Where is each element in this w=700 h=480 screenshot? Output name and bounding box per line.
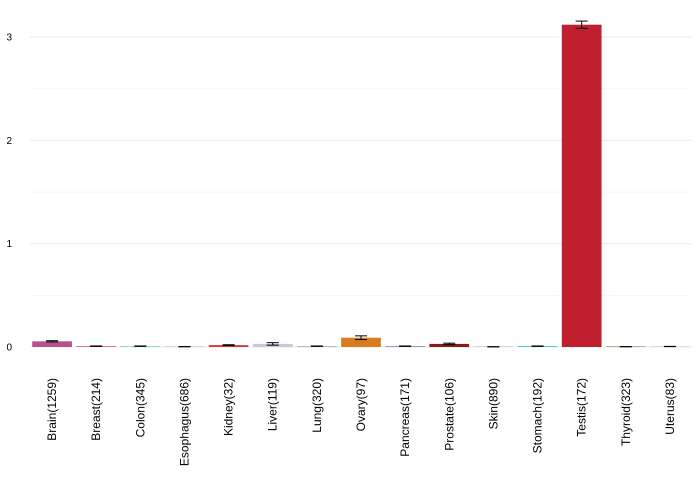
bars [32, 24, 690, 347]
x-tick-label: Esophagus(686) [177, 378, 191, 466]
error-bar [266, 342, 279, 346]
x-tick-label: Breast(214) [89, 378, 103, 441]
bar [561, 24, 602, 347]
bar [32, 341, 72, 347]
x-tick-label: Colon(345) [133, 378, 147, 437]
x-tick-label: Pancreas(171) [398, 378, 412, 457]
x-tick-label: Brain(1259) [45, 378, 59, 441]
x-tick-label: Kidney(32) [222, 378, 236, 436]
error-bar [355, 335, 367, 341]
error-bar [222, 344, 235, 347]
bar [429, 343, 470, 347]
y-tick-label: 1 [6, 239, 12, 250]
error-bar [443, 342, 456, 346]
x-tick-label: Liver(119) [266, 378, 280, 431]
y-tick-label: 2 [6, 136, 12, 147]
gridlines [30, 36, 692, 348]
y-axis-ticks: 0 1 2 3 [6, 33, 12, 354]
x-tick-label: Testis(172) [575, 378, 589, 437]
error-bar [575, 20, 588, 29]
x-tick-label: Thyroid(323) [619, 378, 633, 446]
bar [341, 337, 381, 347]
x-tick-label: Ovary(97) [354, 378, 368, 431]
x-tick-label: Prostate(106) [442, 378, 456, 451]
y-tick-label: 3 [6, 33, 12, 44]
y-tick-label: 0 [6, 343, 12, 354]
error-bar [46, 340, 59, 343]
bar [208, 345, 249, 347]
x-tick-label: Skin(890) [486, 378, 500, 429]
error-bars [46, 20, 676, 348]
x-tick-label: Lung(320) [310, 378, 324, 433]
x-tick-label: Stomach(192) [531, 378, 545, 453]
x-tick-label: Uterus(83) [663, 378, 677, 435]
x-axis-ticks: Brain(1259) Breast(214) Colon(345) Esophagu… [45, 378, 677, 466]
